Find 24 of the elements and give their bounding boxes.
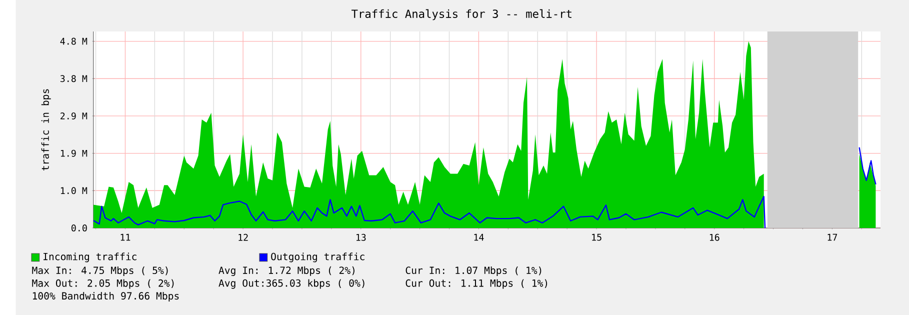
text: Max Out: 2.05 Mbps ( 2%) bbox=[32, 279, 174, 289]
y-tick-label: 3.8 M bbox=[60, 74, 88, 82]
chart-title: Traffic Analysis for 3 -- meli-rt bbox=[352, 9, 572, 20]
text: Cur In: 1.07 Mbps ( 1%) bbox=[406, 266, 542, 276]
text: Cur Out: 1.11 Mbps ( 1%) bbox=[406, 279, 548, 289]
x-tick-label: 15 bbox=[592, 234, 602, 241]
x-tick-label: 13 bbox=[356, 234, 366, 241]
text: Avg In: 1.72 Mbps ( 2%) bbox=[218, 266, 354, 276]
text: 100% Bandwidth 97.66 Mbps bbox=[32, 292, 179, 302]
legend-label: Outgoing traffic bbox=[271, 252, 364, 262]
text: Avg Out:365.03 kbps ( 0%) bbox=[218, 278, 364, 289]
y-tick-label: 2.9 M bbox=[60, 112, 88, 120]
x-tick-label: 14 bbox=[474, 234, 484, 240]
x-tick-label: 11 bbox=[120, 234, 130, 240]
x-tick-label: 16 bbox=[710, 234, 720, 241]
x-tick-label: 17 bbox=[828, 234, 838, 240]
y-tick-label: 1.0 M bbox=[60, 186, 88, 194]
x-tick-label: 12 bbox=[238, 234, 248, 241]
y-tick-label: 1.9 M bbox=[60, 150, 88, 157]
legend-label: Incoming traffic bbox=[44, 252, 136, 262]
y-axis-title: traffic in bps bbox=[41, 89, 51, 170]
y-tick-label: 4.8 M bbox=[60, 38, 88, 45]
text: Max In: 4.75 Mbps ( 5%) bbox=[32, 266, 168, 276]
y-tick-label: 0.0 bbox=[72, 224, 87, 232]
